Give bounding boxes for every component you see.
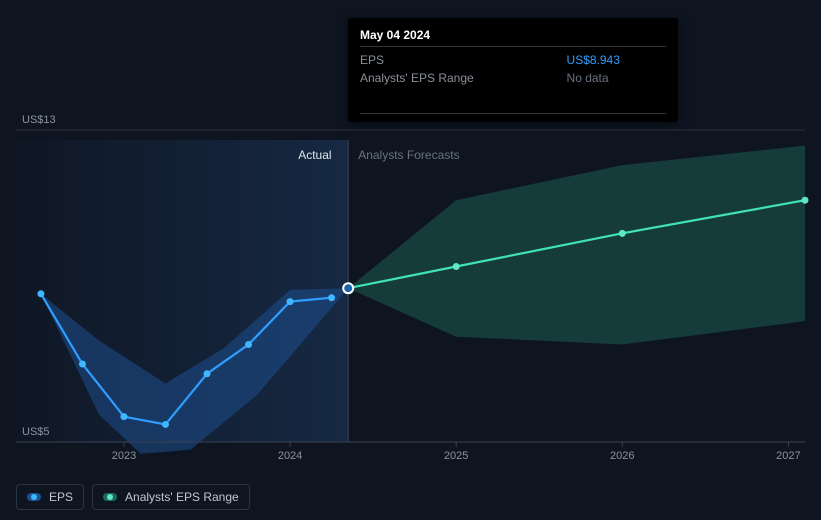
chart-tooltip: May 04 2024 EPS US$8.943 Analysts' EPS R… [348,18,678,122]
legend-swatch-icon [103,493,117,501]
legend-label: Analysts' EPS Range [125,490,239,504]
tooltip-date: May 04 2024 [360,28,666,47]
tooltip-row-label: EPS [360,51,537,69]
y-axis-label: US$5 [22,426,50,438]
x-axis-label: 2026 [610,450,634,462]
chart-legend: EPS Analysts' EPS Range [16,484,250,510]
x-axis-label: 2024 [278,450,302,462]
y-axis-label: US$13 [22,114,56,126]
legend-item-eps[interactable]: EPS [16,484,84,510]
legend-swatch-icon [27,493,41,501]
x-axis-label: 2025 [444,450,468,462]
eps-forecast-chart: May 04 2024 EPS US$8.943 Analysts' EPS R… [0,0,821,520]
region-label-actual: Actual [298,148,331,162]
legend-item-range[interactable]: Analysts' EPS Range [92,484,250,510]
legend-label: EPS [49,490,73,504]
tooltip-row-value: US$8.943 [537,51,666,69]
tooltip-row-value: No data [537,69,666,87]
tooltip-row-label: Analysts' EPS Range [360,69,537,87]
region-label-forecast: Analysts Forecasts [358,148,459,162]
x-axis-label: 2023 [112,450,136,462]
x-axis-label: 2027 [776,450,800,462]
